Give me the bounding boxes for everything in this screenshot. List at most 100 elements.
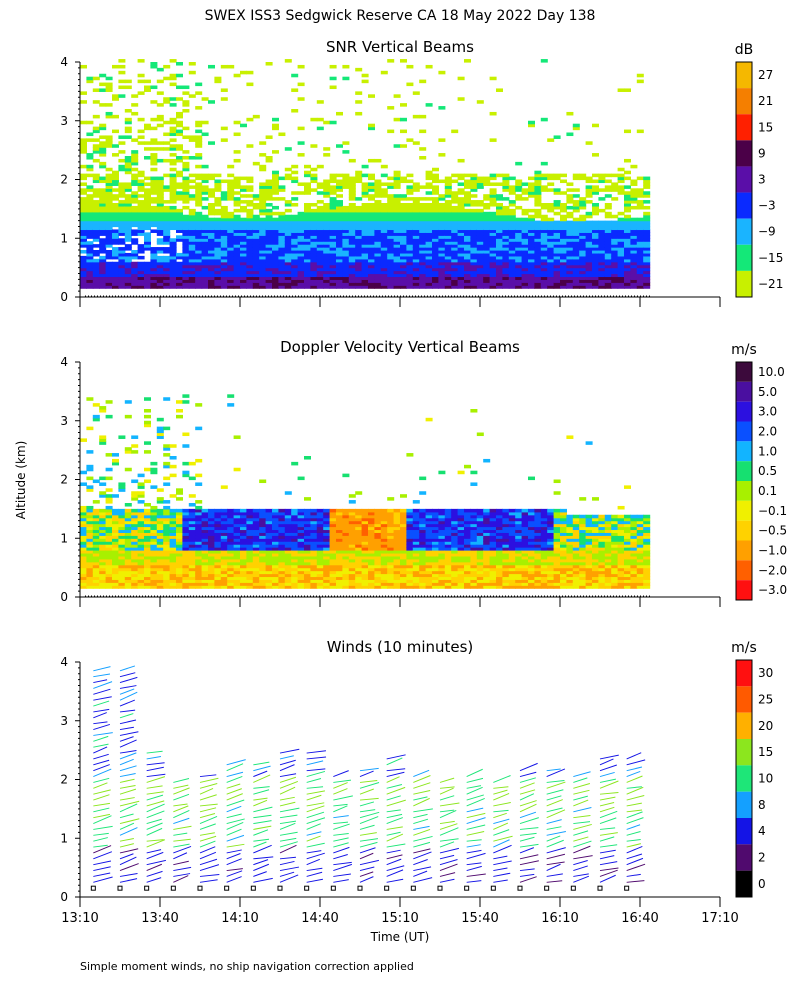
snr-cell xyxy=(368,211,375,216)
snr-cell xyxy=(118,285,126,289)
snr-cell xyxy=(233,250,241,254)
doppler-cell xyxy=(291,544,299,548)
snr-cell xyxy=(534,244,542,248)
doppler-cell xyxy=(137,552,145,557)
snr-cell xyxy=(201,185,209,189)
snr-cell xyxy=(470,220,478,225)
snr-cell xyxy=(291,285,299,289)
doppler-cell xyxy=(406,520,414,525)
doppler-cell xyxy=(393,550,401,554)
doppler-cell xyxy=(406,538,414,542)
doppler-cell xyxy=(400,573,407,578)
snr-cell xyxy=(521,235,529,239)
snr-cell xyxy=(425,185,433,189)
doppler-cell xyxy=(227,567,235,572)
snr-cell xyxy=(438,270,446,275)
doppler-cell xyxy=(252,550,260,554)
snr-cell xyxy=(579,285,587,289)
snr-cell xyxy=(483,179,491,184)
snr-cell xyxy=(553,203,561,207)
doppler-cell xyxy=(188,552,196,557)
doppler-cell xyxy=(112,517,119,522)
doppler-cell xyxy=(406,558,414,563)
snr-cell xyxy=(233,255,241,260)
doppler-cell xyxy=(144,409,151,413)
doppler-cell xyxy=(188,517,196,522)
snr-cell xyxy=(355,255,363,260)
snr-cell xyxy=(227,173,235,178)
snr-cell xyxy=(457,158,465,163)
doppler-cell xyxy=(188,514,196,519)
doppler-cell xyxy=(80,564,87,569)
doppler-cell xyxy=(188,582,196,586)
snr-cell xyxy=(92,214,100,219)
snr-cell xyxy=(259,223,267,228)
snr-cell xyxy=(284,238,292,242)
snr-cell xyxy=(579,276,587,280)
doppler-cell xyxy=(105,550,113,554)
snr-cell xyxy=(137,211,145,216)
snr-cell xyxy=(80,138,87,142)
snr-cell xyxy=(348,273,356,278)
snr-cell xyxy=(297,97,305,101)
doppler-cell xyxy=(182,523,190,528)
snr-cell xyxy=(476,267,484,272)
doppler-cell xyxy=(272,511,279,516)
doppler-cell xyxy=(118,523,126,528)
snr-cell xyxy=(176,147,183,151)
snr-cell xyxy=(220,261,228,266)
snr-cell xyxy=(220,223,228,228)
snr-cell xyxy=(540,220,548,225)
doppler-cell xyxy=(342,550,350,554)
snr-cell xyxy=(259,185,267,189)
snr-cell xyxy=(86,267,94,272)
doppler-cell xyxy=(124,585,132,589)
snr-cell xyxy=(86,208,94,213)
snr-cell xyxy=(361,252,369,257)
snr-cell xyxy=(374,270,382,275)
snr-cell xyxy=(323,252,331,257)
snr-cell xyxy=(508,220,516,225)
snr-cell xyxy=(419,252,427,257)
snr-cell xyxy=(361,188,369,192)
doppler-cell xyxy=(201,573,209,578)
snr-cell xyxy=(169,279,177,283)
doppler-cell xyxy=(214,573,222,578)
snr-cell xyxy=(156,67,164,72)
snr-cell xyxy=(272,258,279,263)
snr-cell xyxy=(611,182,619,186)
snr-cell xyxy=(80,208,87,213)
snr-cell xyxy=(457,255,465,260)
snr-cell xyxy=(86,185,94,189)
doppler-cell xyxy=(105,497,113,501)
doppler-cell xyxy=(400,576,407,580)
snr-cell xyxy=(214,244,222,248)
snr-cell xyxy=(176,282,183,286)
snr-cell xyxy=(92,144,100,148)
snr-cell xyxy=(585,267,593,272)
snr-cell xyxy=(425,241,433,245)
snr-cell xyxy=(188,238,196,242)
snr-cell xyxy=(291,270,299,275)
snr-cell xyxy=(195,135,203,139)
snr-cell xyxy=(438,197,446,201)
snr-cell xyxy=(137,223,145,228)
doppler-cell xyxy=(131,508,139,513)
doppler-cell xyxy=(188,494,196,498)
doppler-cell xyxy=(393,538,401,542)
snr-cell xyxy=(105,138,113,142)
doppler-cell xyxy=(329,573,337,578)
snr-cell xyxy=(534,179,542,184)
snr-cell xyxy=(572,250,580,254)
snr-cell xyxy=(566,235,574,239)
snr-cell xyxy=(105,214,113,219)
snr-cell xyxy=(176,120,183,125)
doppler-cell xyxy=(220,550,228,554)
snr-cell xyxy=(92,244,100,248)
snr-cell xyxy=(156,232,164,236)
snr-cell xyxy=(220,238,228,242)
snr-cell xyxy=(464,252,471,257)
doppler-cell xyxy=(150,517,158,522)
doppler-cell xyxy=(240,555,247,560)
snr-cell xyxy=(419,247,427,251)
